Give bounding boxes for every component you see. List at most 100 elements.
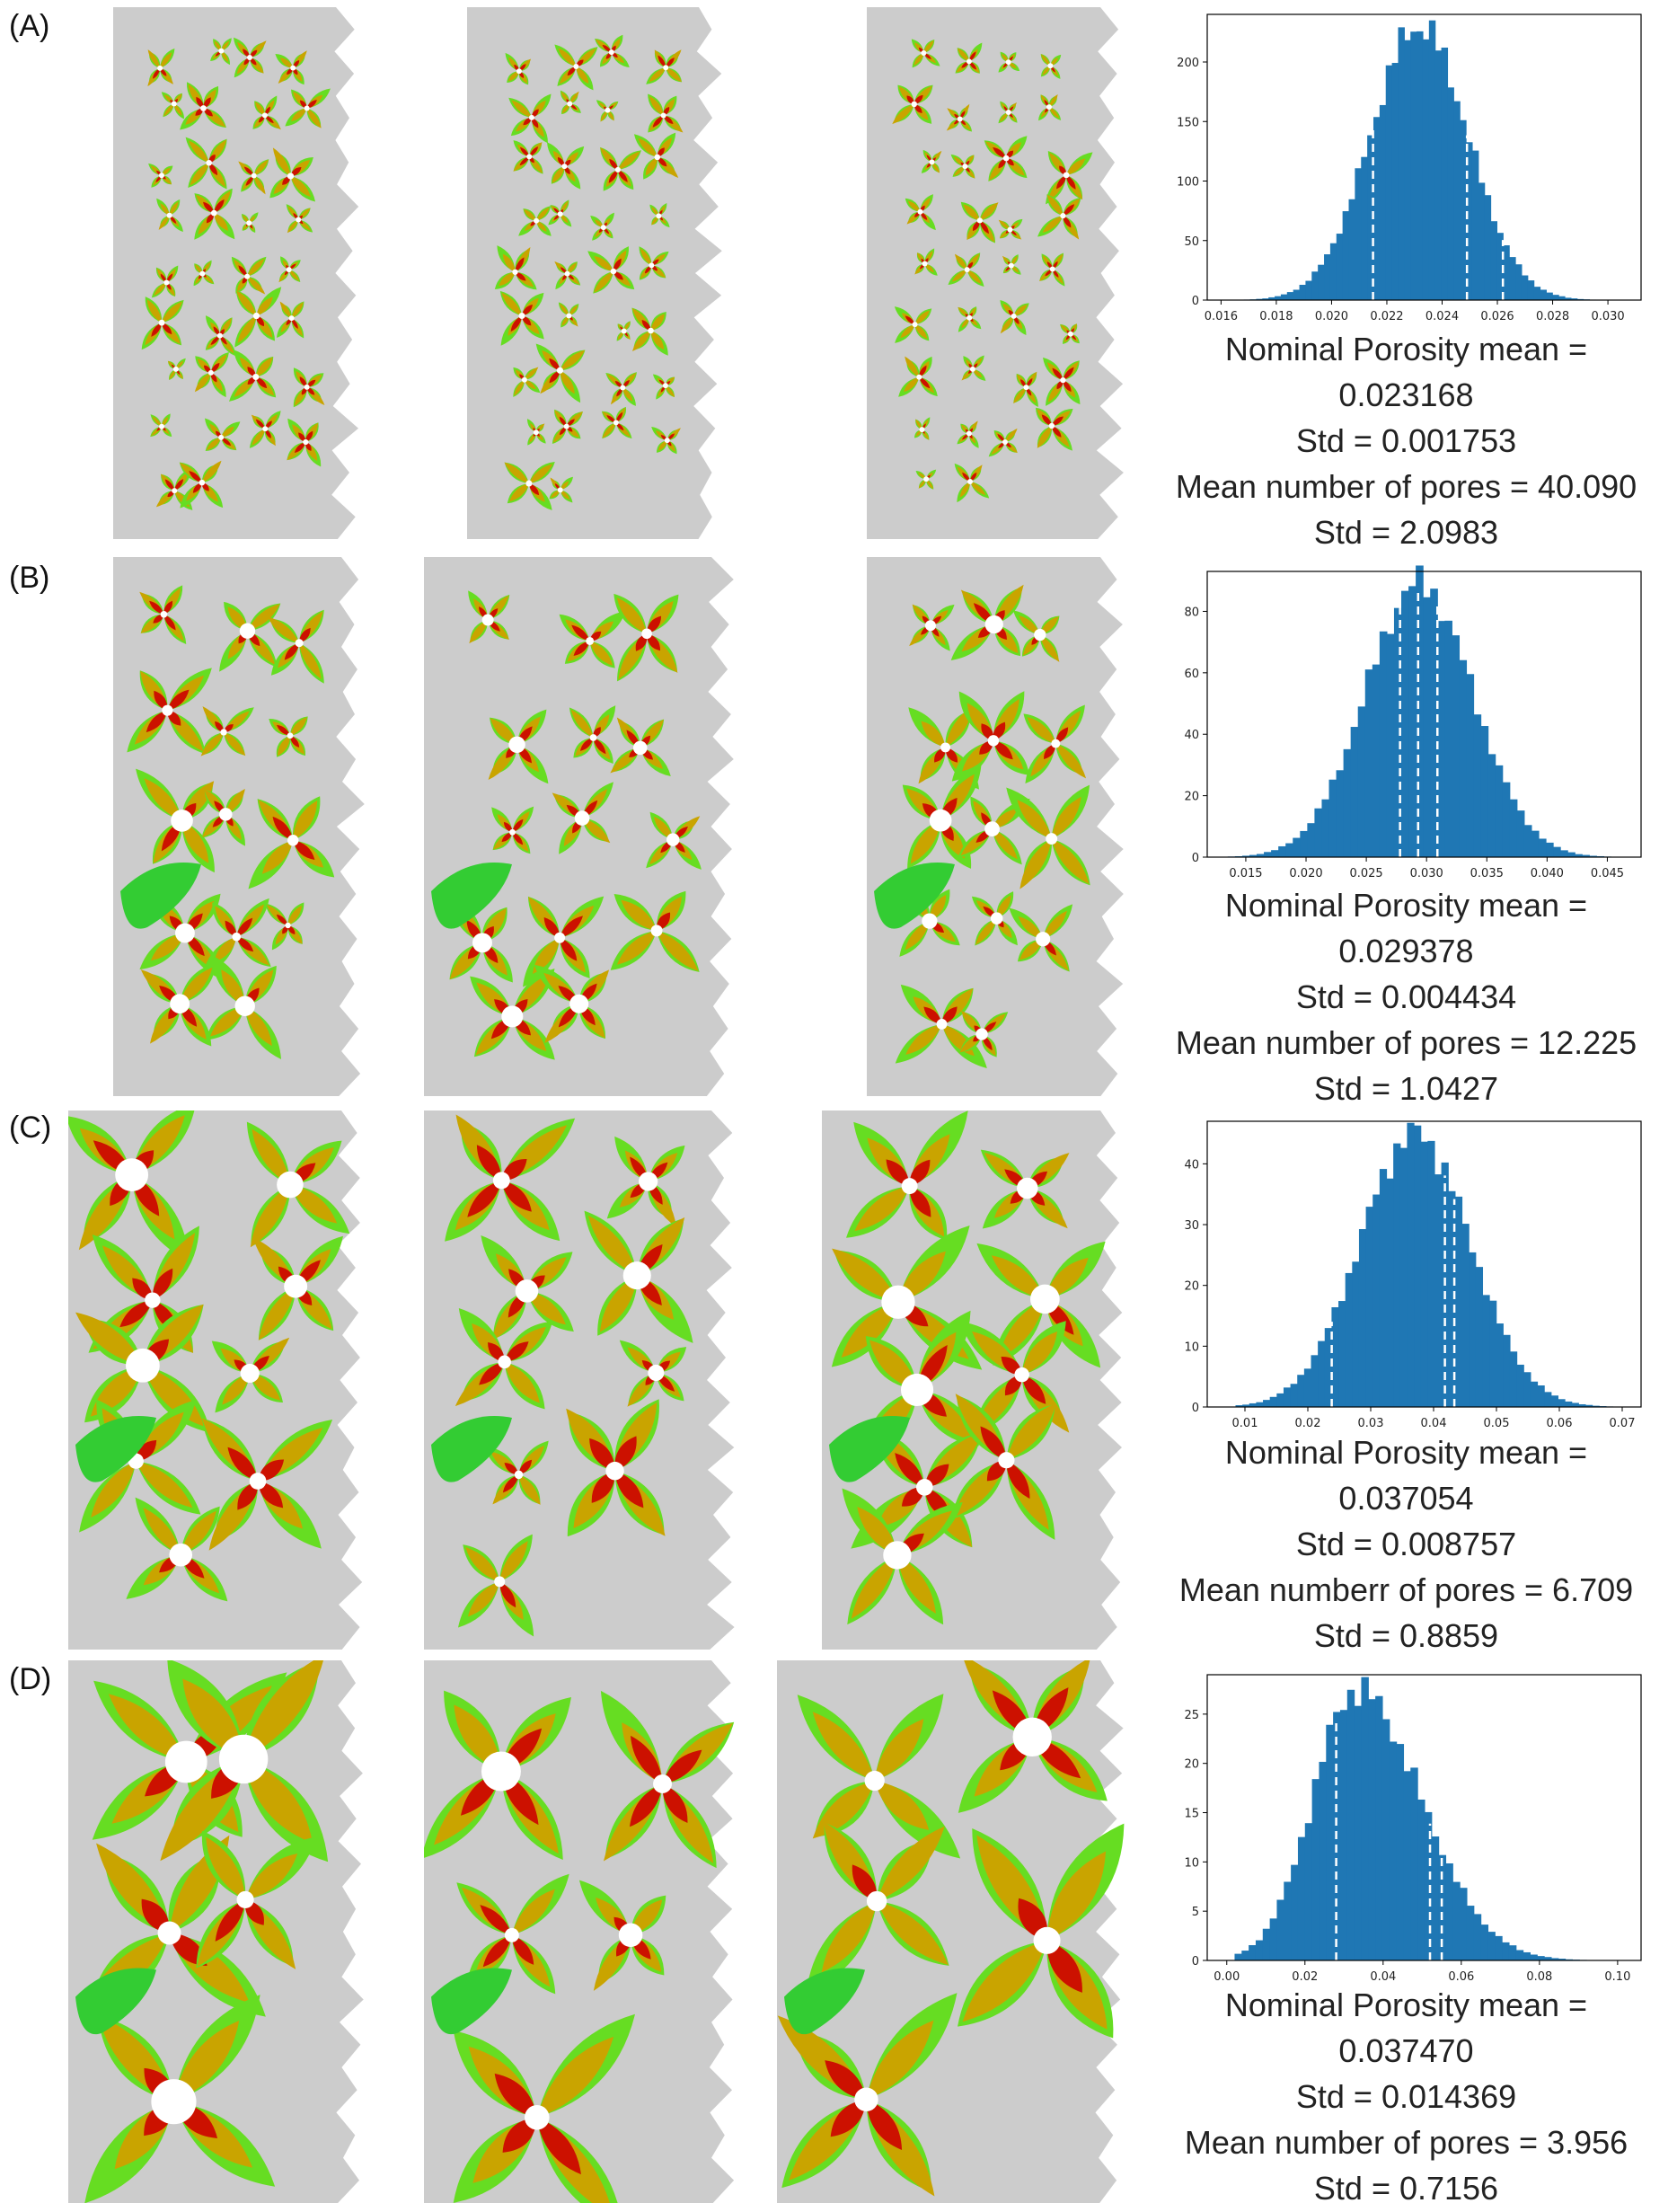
histogram-bar [1422,39,1430,300]
y-tick-label: 5 [1192,1906,1199,1919]
pore-cluster [639,246,669,280]
histogram-bar [1269,1396,1277,1407]
histogram-bar [1438,1854,1447,1960]
row-c: (C) 0.01 0.02 0.03 0.04 0.05 0.06 0.07 0 10 20 30 4… [0,1102,1677,1654]
x-tick-label: 0.01 [1232,1417,1258,1430]
histogram-bar [1565,1401,1573,1407]
histogram-bar [1329,243,1337,300]
pore-cluster [610,717,671,777]
pore-cluster [526,419,546,446]
histogram-bar [1441,47,1449,300]
histogram-d: 0.00 0.02 0.04 0.06 0.08 0.10 0 5 10 15 20 25 [1166,1668,1646,1989]
histogram-bar [1509,799,1518,857]
histogram-bar [1393,1143,1401,1407]
histogram-bar [1521,275,1529,300]
pore-cluster [196,1830,317,1969]
pore-cluster [201,1418,333,1551]
pore-cluster [481,1235,574,1341]
stats-line: Mean numberr of pores = 6.709 [1178,1571,1634,1608]
x-tick-label: 0.06 [1547,1417,1573,1430]
pore-cluster [206,955,281,1060]
histogram-bar [1385,65,1393,300]
histogram-bar [1326,1724,1334,1960]
histogram-bar [1589,855,1597,857]
pore-cluster [898,356,938,397]
pore-cluster [252,95,281,130]
pore-cluster [958,306,982,332]
pore-cluster [488,709,549,784]
x-tick-label: 0.025 [1349,867,1382,880]
histogram-bar [1328,779,1337,857]
histogram-bar [1345,1272,1353,1407]
stats-line: Mean number of pores = 3.956 [1184,2124,1628,2161]
pore-cluster [590,212,614,241]
stats-line: 0.037054 [1338,1480,1474,1517]
pore-cluster [285,88,331,128]
histogram-bar [1262,298,1269,300]
pore-cluster [1006,784,1090,889]
pore-cluster [998,218,1023,240]
pore-cluster [491,806,534,854]
pore-cluster [578,1880,666,1991]
histogram-bar [1314,808,1323,857]
pore-cluster [150,413,172,438]
histogram-bar [1571,1402,1579,1407]
pore-cluster [959,1010,1009,1057]
matrix-region [467,7,722,539]
y-tick-label: 20 [1184,791,1199,804]
histogram-bar [1537,1956,1545,1960]
histogram-bar [1368,1699,1376,1960]
pore-cluster [554,44,598,91]
pore-cluster [194,188,235,240]
histogram-bar [1391,63,1399,300]
pore-cluster [566,1399,666,1537]
porosity-map-a1 [113,7,363,539]
histogram-bar [1410,31,1417,301]
y-tick-label: 0 [1192,295,1199,308]
x-tick-label: 0.022 [1370,310,1403,323]
stats-d: Nominal Porosity mean = 0.037470 Std = 0… [1152,1982,1660,2211]
pore-cluster [68,1110,195,1261]
histogram-bar [1299,285,1307,300]
histogram-bar [1546,292,1553,300]
pore-cluster [998,101,1018,124]
plot-frame [1206,13,1642,301]
histogram-bar [1393,607,1402,857]
histogram-bar [1434,50,1443,300]
x-tick-label: 0.040 [1531,867,1564,880]
histogram-bar [1324,254,1331,300]
pore-cluster [246,1121,350,1248]
pore-cluster [777,1993,958,2197]
stats-line: Nominal Porosity mean = [1224,887,1588,924]
histogram-bar [1249,1944,1257,1960]
histogram-bar [1255,1940,1264,1960]
pore-cluster [957,420,979,448]
histogram-bar [1537,1385,1545,1407]
histogram-bar [1509,257,1516,300]
histogram-bar [1515,264,1523,300]
stats-line: 0.023168 [1338,376,1474,413]
green-region [75,1968,156,2035]
porosity-map-c1 [68,1110,368,1650]
stats-line: Std = 1.0427 [1313,1070,1499,1107]
histogram-bar [1355,168,1362,300]
histogram-bar [1297,1836,1306,1960]
histogram-c: 0.01 0.02 0.03 0.04 0.05 0.06 0.07 0 10 20 30 40 [1166,1114,1646,1436]
histogram-bar [1487,1932,1496,1960]
y-tick-label: 40 [1184,1158,1199,1172]
x-tick-label: 0.10 [1604,1970,1630,1984]
histogram-bar [1303,1368,1312,1407]
histogram-bar [1396,1744,1405,1960]
pore-cluster [631,307,668,356]
pore-cluster [1038,93,1062,121]
stats-line: Std = 0.004434 [1295,978,1517,1015]
pore-cluster [494,245,537,290]
histogram-bar [1342,211,1350,300]
pore-cluster [535,343,586,403]
pore-cluster [456,1873,569,1995]
histogram-bar [1452,1881,1461,1960]
histogram-bar [1319,1761,1327,1960]
x-tick-label: 0.04 [1421,1417,1447,1430]
pore-cluster [552,782,613,854]
pore-cluster [552,409,583,445]
